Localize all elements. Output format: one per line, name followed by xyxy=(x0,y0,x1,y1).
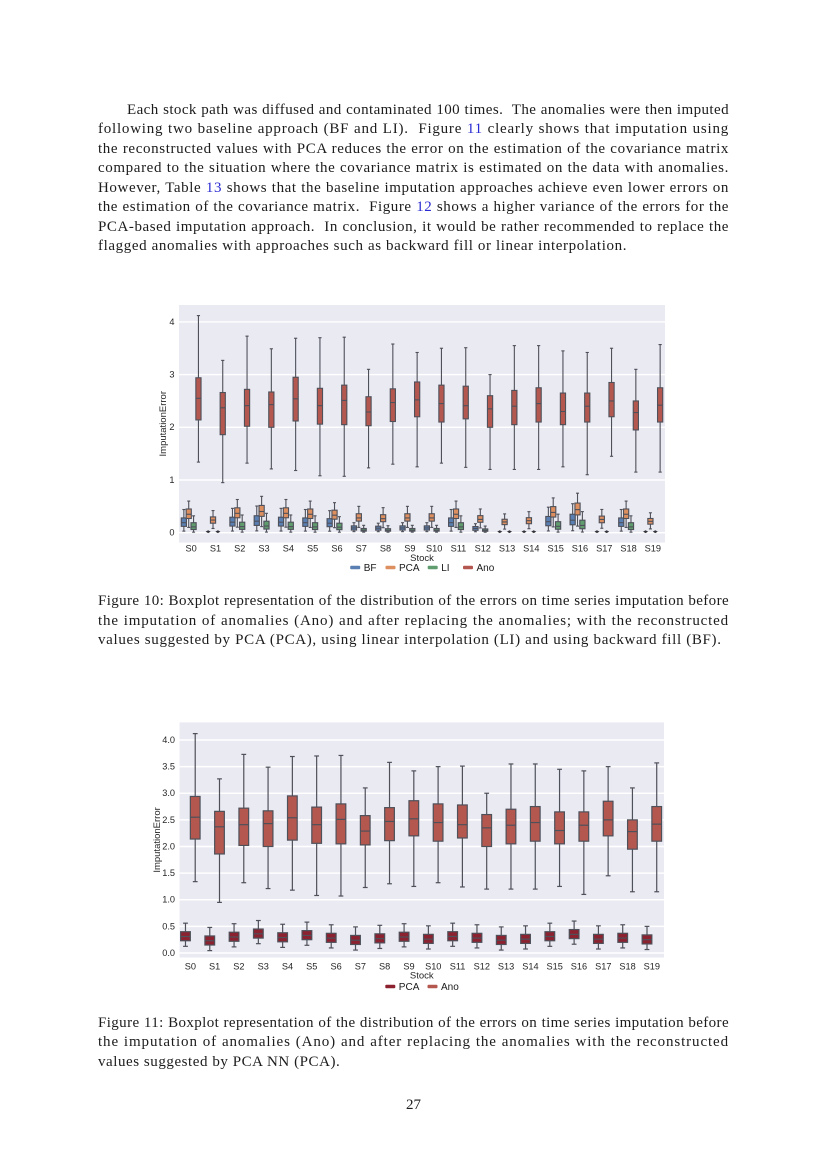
svg-text:0.5: 0.5 xyxy=(162,921,175,931)
svg-text:2.5: 2.5 xyxy=(162,815,175,825)
svg-text:S17: S17 xyxy=(596,544,612,554)
svg-text:Ano: Ano xyxy=(477,563,495,574)
svg-text:PCA: PCA xyxy=(399,982,420,993)
svg-text:S4: S4 xyxy=(283,544,294,554)
svg-text:S2: S2 xyxy=(233,962,244,972)
svg-text:S11: S11 xyxy=(450,962,466,972)
svg-text:S13: S13 xyxy=(499,544,515,554)
svg-text:S17: S17 xyxy=(595,962,611,972)
svg-text:Stock: Stock xyxy=(410,971,434,982)
svg-text:1.5: 1.5 xyxy=(162,868,175,878)
svg-text:S16: S16 xyxy=(571,962,587,972)
svg-text:S14: S14 xyxy=(523,544,539,554)
svg-text:4: 4 xyxy=(169,317,174,327)
svg-text:S1: S1 xyxy=(209,962,220,972)
svg-text:2: 2 xyxy=(169,422,174,432)
svg-text:S0: S0 xyxy=(186,544,197,554)
svg-text:S1: S1 xyxy=(210,544,221,554)
svg-text:S11: S11 xyxy=(451,544,467,554)
svg-text:S15: S15 xyxy=(547,962,563,972)
svg-text:S6: S6 xyxy=(331,544,342,554)
svg-text:1: 1 xyxy=(169,475,174,485)
svg-text:S7: S7 xyxy=(356,544,367,554)
svg-text:PCA: PCA xyxy=(399,563,420,574)
svg-text:Ano: Ano xyxy=(441,982,459,993)
svg-text:S13: S13 xyxy=(498,962,514,972)
svg-text:S0: S0 xyxy=(185,962,196,972)
svg-text:S9: S9 xyxy=(403,962,414,972)
svg-text:BF: BF xyxy=(364,563,377,574)
svg-text:S8: S8 xyxy=(380,544,391,554)
svg-text:Stock: Stock xyxy=(410,553,434,564)
svg-text:3.5: 3.5 xyxy=(162,762,175,772)
svg-text:3.0: 3.0 xyxy=(162,788,175,798)
svg-text:S6: S6 xyxy=(330,962,341,972)
svg-text:4.0: 4.0 xyxy=(162,735,175,745)
svg-text:0: 0 xyxy=(169,528,174,538)
svg-text:S19: S19 xyxy=(644,962,660,972)
svg-text:ImputationError: ImputationError xyxy=(152,807,163,872)
svg-text:0.0: 0.0 xyxy=(162,948,175,958)
svg-text:S2: S2 xyxy=(234,544,245,554)
svg-text:S14: S14 xyxy=(522,962,538,972)
svg-text:S3: S3 xyxy=(258,962,269,972)
svg-text:S8: S8 xyxy=(379,962,390,972)
svg-text:ImputationError: ImputationError xyxy=(158,391,169,456)
svg-text:2.0: 2.0 xyxy=(162,841,175,851)
svg-text:S12: S12 xyxy=(475,544,491,554)
svg-text:S18: S18 xyxy=(620,544,636,554)
svg-text:S15: S15 xyxy=(547,544,563,554)
svg-text:S10: S10 xyxy=(426,544,442,554)
svg-text:LI: LI xyxy=(441,563,449,574)
svg-text:S9: S9 xyxy=(404,544,415,554)
svg-text:S5: S5 xyxy=(306,962,317,972)
svg-text:S3: S3 xyxy=(258,544,269,554)
svg-text:S19: S19 xyxy=(645,544,661,554)
svg-text:S16: S16 xyxy=(572,544,588,554)
svg-text:S5: S5 xyxy=(307,544,318,554)
svg-text:S12: S12 xyxy=(474,962,490,972)
svg-text:S7: S7 xyxy=(355,962,366,972)
svg-text:1.0: 1.0 xyxy=(162,895,175,905)
svg-text:S4: S4 xyxy=(282,962,293,972)
svg-text:S10: S10 xyxy=(425,962,441,972)
svg-text:3: 3 xyxy=(169,370,174,380)
svg-text:S18: S18 xyxy=(619,962,635,972)
